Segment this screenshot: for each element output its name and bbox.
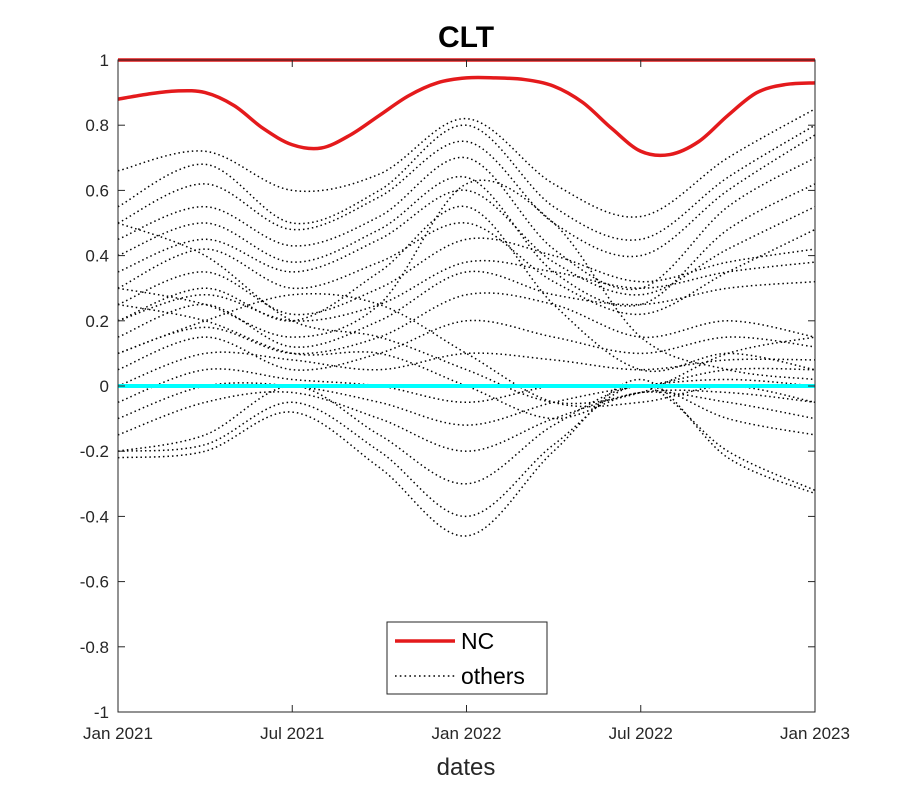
x-tick-label: Jul 2021 xyxy=(260,724,324,743)
x-tick-label: Jan 2022 xyxy=(432,724,502,743)
y-tick-label: -0.8 xyxy=(80,638,109,657)
y-tick-label: -0.4 xyxy=(80,507,109,526)
series-line-others-12 xyxy=(117,270,816,348)
y-tick-label: -0.6 xyxy=(80,573,109,592)
series-line-others-10 xyxy=(117,237,816,316)
series-line-others-13 xyxy=(117,292,816,355)
y-tick-label: 0.8 xyxy=(85,116,109,135)
legend-box xyxy=(386,621,548,695)
series-line-others-11 xyxy=(117,259,816,322)
legend-label-others: others xyxy=(461,663,525,689)
y-tick-label: 0.6 xyxy=(85,181,109,200)
y-tick-label: 0.2 xyxy=(85,312,109,331)
legend-label-nc: NC xyxy=(461,628,494,654)
chart-title: CLT xyxy=(438,21,494,54)
y-tick-label: 0.4 xyxy=(85,247,109,266)
series-line-others-22 xyxy=(117,205,816,372)
ticks: 1 0.8 0.6 0.4 0.2 0 -0.2 -0.4 -0.6 -0.8 -1 Jan 2021… xyxy=(80,51,850,743)
series-line-others-19 xyxy=(117,385,816,485)
y-tick-label: 0 xyxy=(100,377,109,396)
y-tick-label: 1 xyxy=(100,51,109,70)
series-line-others-7 xyxy=(117,175,816,307)
series-line-others-4 xyxy=(117,124,816,241)
series-line-others-6 xyxy=(117,156,816,291)
series-line-others-14 xyxy=(117,319,816,371)
series-line-others-21 xyxy=(117,378,816,537)
series-line-others-5 xyxy=(117,134,816,258)
legend: NC others xyxy=(386,621,548,695)
series-line-others-8 xyxy=(117,189,816,296)
series-line-others-23 xyxy=(117,222,816,405)
x-tick-label: Jan 2021 xyxy=(83,724,153,743)
series-line-others-24 xyxy=(117,179,816,381)
x-tick-label: Jan 2023 xyxy=(780,724,850,743)
series-line-nc-1 xyxy=(117,75,816,158)
x-tick-label: Jul 2022 xyxy=(609,724,673,743)
y-tick-label: -1 xyxy=(94,703,109,722)
y-tick-label: -0.2 xyxy=(80,442,109,461)
x-axis-label: dates xyxy=(437,754,496,781)
series-line-others-25 xyxy=(117,303,816,420)
series-line-others-17 xyxy=(117,378,816,426)
series-line-others-15 xyxy=(117,351,816,387)
series-line-others-9 xyxy=(117,222,816,316)
